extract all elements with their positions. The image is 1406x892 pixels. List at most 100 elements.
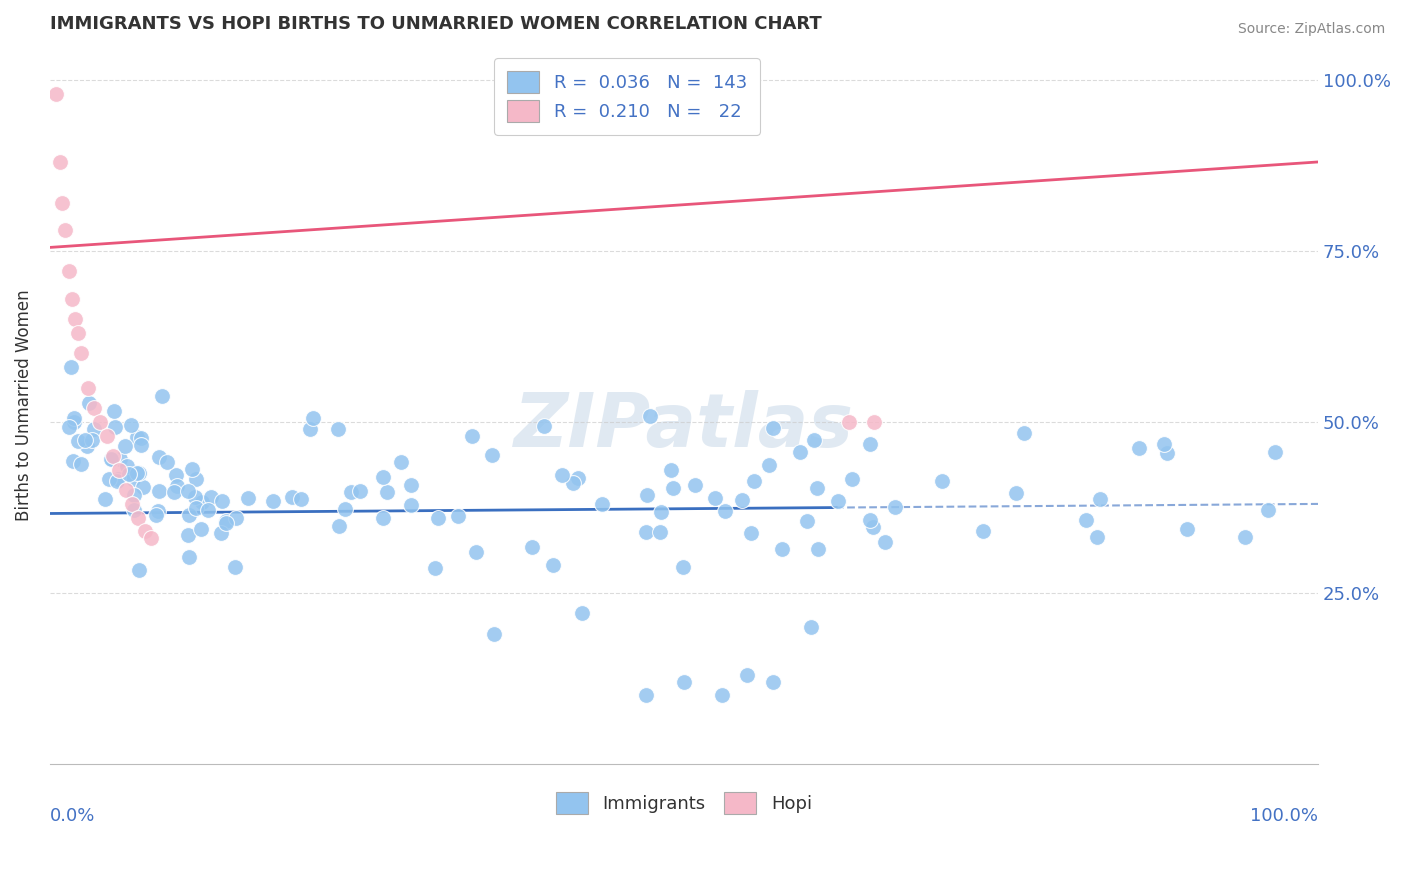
Point [100,451,122,466]
Point [105,474,128,488]
Point [710,689,733,703]
Point [121,497,143,511]
Point [302,411,325,425]
Point [225,511,247,525]
Point [122,472,145,486]
Point [648,524,671,539]
Point [165,467,187,482]
Point [972,524,994,538]
Point [49,155,72,169]
Point [76,381,98,395]
Point [127,466,149,480]
Point [650,505,672,519]
Point [148,450,170,464]
Point [333,501,356,516]
Text: 0.0%: 0.0% [49,807,96,825]
Point [82,433,104,447]
Point [191,495,214,509]
Point [83,401,105,416]
Point [211,494,233,508]
Point [115,459,138,474]
Point [150,389,173,403]
Y-axis label: Births to Unmarried Women: Births to Unmarried Women [15,289,32,521]
Point [1004,485,1026,500]
Point [186,472,208,486]
Point [636,525,658,540]
Point [177,484,200,499]
Point [134,524,156,539]
Point [120,418,142,433]
Text: 100.0%: 100.0% [1250,807,1319,825]
Point [859,513,882,527]
Point [672,560,695,574]
Point [859,436,882,450]
Point [114,483,136,498]
Point [465,545,488,559]
Text: IMMIGRANTS VS HOPI BIRTHS TO UNMARRIED WOMEN CORRELATION CHART: IMMIGRANTS VS HOPI BIRTHS TO UNMARRIED W… [49,15,821,33]
Point [118,467,141,481]
Point [62,411,84,425]
Point [139,531,162,545]
Point [108,463,131,477]
Point [122,502,145,516]
Point [446,508,468,523]
Point [131,438,153,452]
Point [75,434,97,448]
Point [1234,530,1257,544]
Point [520,540,543,554]
Point [215,516,238,530]
Point [803,433,825,447]
Point [1076,513,1098,527]
Legend: Immigrants, Hopi: Immigrants, Hopi [543,780,825,827]
Point [1153,436,1175,450]
Point [97,472,120,486]
Point [127,510,149,524]
Point [236,491,259,506]
Point [184,501,207,516]
Point [375,485,398,500]
Point [571,607,593,621]
Point [101,449,124,463]
Point [148,483,170,498]
Point [862,520,884,534]
Point [931,474,953,488]
Point [45,87,67,101]
Point [731,493,754,508]
Point [827,493,849,508]
Point [789,445,811,459]
Point [1085,530,1108,544]
Point [340,485,363,500]
Point [863,415,886,429]
Point [51,196,73,211]
Point [659,463,682,477]
Point [131,480,153,494]
Point [179,508,201,522]
Point [371,470,394,484]
Point [426,511,449,525]
Point [176,527,198,541]
Point [114,439,136,453]
Text: Source: ZipAtlas.com: Source: ZipAtlas.com [1237,22,1385,37]
Point [190,522,212,536]
Point [197,503,219,517]
Point [326,421,349,435]
Point [328,518,350,533]
Point [481,449,503,463]
Point [66,326,89,340]
Point [129,432,152,446]
Point [634,689,657,703]
Point [214,514,236,528]
Point [66,434,89,449]
Point [1128,442,1150,456]
Point [62,292,84,306]
Point [371,511,394,525]
Point [762,421,785,435]
Point [841,472,863,486]
Point [800,620,823,634]
Point [184,490,207,504]
Point [290,492,312,507]
Point [461,429,484,443]
Point [96,428,118,442]
Point [103,404,125,418]
Point [551,468,574,483]
